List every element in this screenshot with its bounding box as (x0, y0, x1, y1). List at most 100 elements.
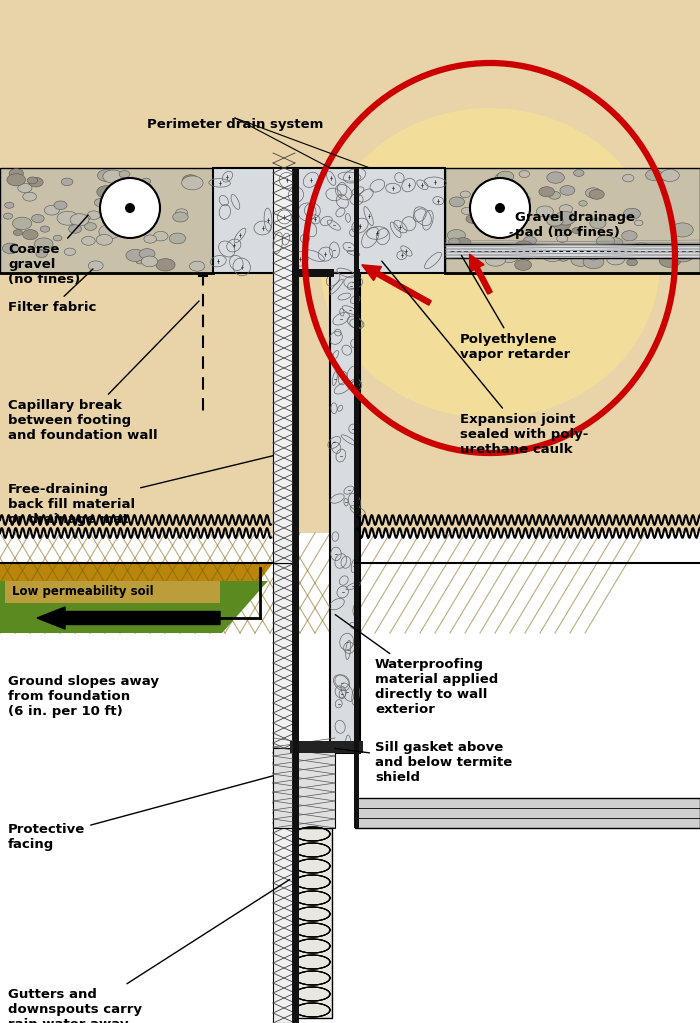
Ellipse shape (136, 258, 145, 264)
Ellipse shape (585, 188, 601, 198)
Bar (354, 269, 360, 279)
Bar (354, 168, 359, 828)
Circle shape (495, 203, 505, 213)
Ellipse shape (671, 223, 693, 237)
Ellipse shape (460, 191, 470, 197)
Ellipse shape (57, 211, 78, 225)
Ellipse shape (645, 170, 662, 180)
Ellipse shape (7, 174, 25, 186)
Bar (273, 563, 295, 1023)
Ellipse shape (27, 177, 38, 184)
Ellipse shape (70, 214, 89, 226)
Ellipse shape (32, 215, 44, 223)
Ellipse shape (176, 209, 188, 217)
Bar (213, 168, 445, 273)
Ellipse shape (514, 241, 533, 254)
Ellipse shape (587, 252, 600, 260)
Ellipse shape (622, 174, 634, 182)
Ellipse shape (13, 217, 32, 230)
Text: Capillary break
between footing
and foundation wall: Capillary break between footing and foun… (8, 301, 199, 442)
Ellipse shape (634, 220, 643, 226)
Ellipse shape (631, 242, 652, 257)
Ellipse shape (622, 231, 637, 240)
Ellipse shape (96, 234, 113, 246)
Ellipse shape (447, 229, 466, 241)
Ellipse shape (62, 178, 73, 185)
Ellipse shape (579, 201, 587, 206)
Ellipse shape (466, 215, 480, 223)
Text: Waterproofing
material applied
directly to wall
exterior: Waterproofing material applied directly … (335, 615, 498, 716)
FancyArrow shape (470, 254, 492, 295)
Ellipse shape (517, 195, 531, 204)
FancyArrow shape (362, 265, 431, 305)
Text: Low permeability soil: Low permeability soil (12, 585, 153, 598)
Bar (290, 741, 363, 753)
Ellipse shape (522, 254, 531, 260)
Ellipse shape (169, 233, 186, 243)
Circle shape (125, 203, 135, 213)
Ellipse shape (542, 249, 563, 262)
Ellipse shape (141, 256, 158, 267)
Ellipse shape (496, 173, 509, 181)
Ellipse shape (139, 249, 155, 259)
Ellipse shape (455, 237, 471, 249)
Bar (355, 798, 700, 828)
Ellipse shape (18, 183, 32, 192)
Ellipse shape (64, 249, 76, 256)
Ellipse shape (673, 248, 694, 262)
Ellipse shape (549, 191, 561, 199)
Ellipse shape (82, 236, 95, 246)
Ellipse shape (144, 235, 157, 243)
Ellipse shape (536, 206, 554, 217)
Text: Protective
facing: Protective facing (8, 775, 273, 851)
Text: Coarse
gravel
(no fines): Coarse gravel (no fines) (8, 215, 88, 286)
Ellipse shape (509, 197, 526, 209)
Ellipse shape (560, 185, 575, 195)
Ellipse shape (547, 172, 564, 183)
Text: Expansion joint
sealed with poly-
urethane caulk: Expansion joint sealed with poly- uretha… (382, 261, 589, 456)
Ellipse shape (13, 229, 22, 235)
Ellipse shape (553, 219, 570, 230)
Ellipse shape (181, 176, 203, 190)
Ellipse shape (461, 208, 472, 215)
Ellipse shape (183, 175, 199, 185)
Ellipse shape (44, 206, 60, 215)
Ellipse shape (589, 189, 604, 199)
Ellipse shape (153, 231, 168, 240)
Ellipse shape (22, 229, 38, 239)
Ellipse shape (141, 178, 150, 184)
Ellipse shape (659, 254, 681, 267)
Ellipse shape (54, 201, 67, 210)
Ellipse shape (2, 243, 19, 254)
Ellipse shape (34, 238, 53, 250)
Bar (292, 168, 297, 1023)
Bar (445, 244, 700, 258)
Ellipse shape (559, 205, 573, 214)
Ellipse shape (94, 198, 107, 207)
Ellipse shape (494, 192, 506, 199)
Bar (293, 828, 332, 1018)
Ellipse shape (519, 171, 530, 177)
Ellipse shape (583, 255, 604, 269)
Ellipse shape (596, 235, 615, 248)
Bar (330, 168, 360, 753)
Ellipse shape (102, 209, 121, 221)
Text: Sill gasket above
and below termite
shield: Sill gasket above and below termite shie… (335, 741, 512, 784)
Ellipse shape (547, 215, 564, 226)
Ellipse shape (491, 220, 505, 229)
Ellipse shape (449, 196, 465, 207)
Ellipse shape (500, 251, 519, 263)
Ellipse shape (626, 259, 638, 266)
Ellipse shape (130, 199, 149, 213)
Ellipse shape (173, 212, 188, 222)
Ellipse shape (4, 213, 13, 219)
Ellipse shape (524, 236, 536, 244)
Text: Perimeter drain system: Perimeter drain system (147, 118, 323, 131)
Ellipse shape (88, 211, 100, 219)
Ellipse shape (103, 170, 123, 183)
Ellipse shape (473, 249, 485, 257)
Text: Free-draining
back fill material
or drainage mat: Free-draining back fill material or drai… (8, 455, 273, 526)
Bar (0, 0, 700, 533)
Ellipse shape (514, 260, 531, 270)
Ellipse shape (97, 170, 116, 181)
